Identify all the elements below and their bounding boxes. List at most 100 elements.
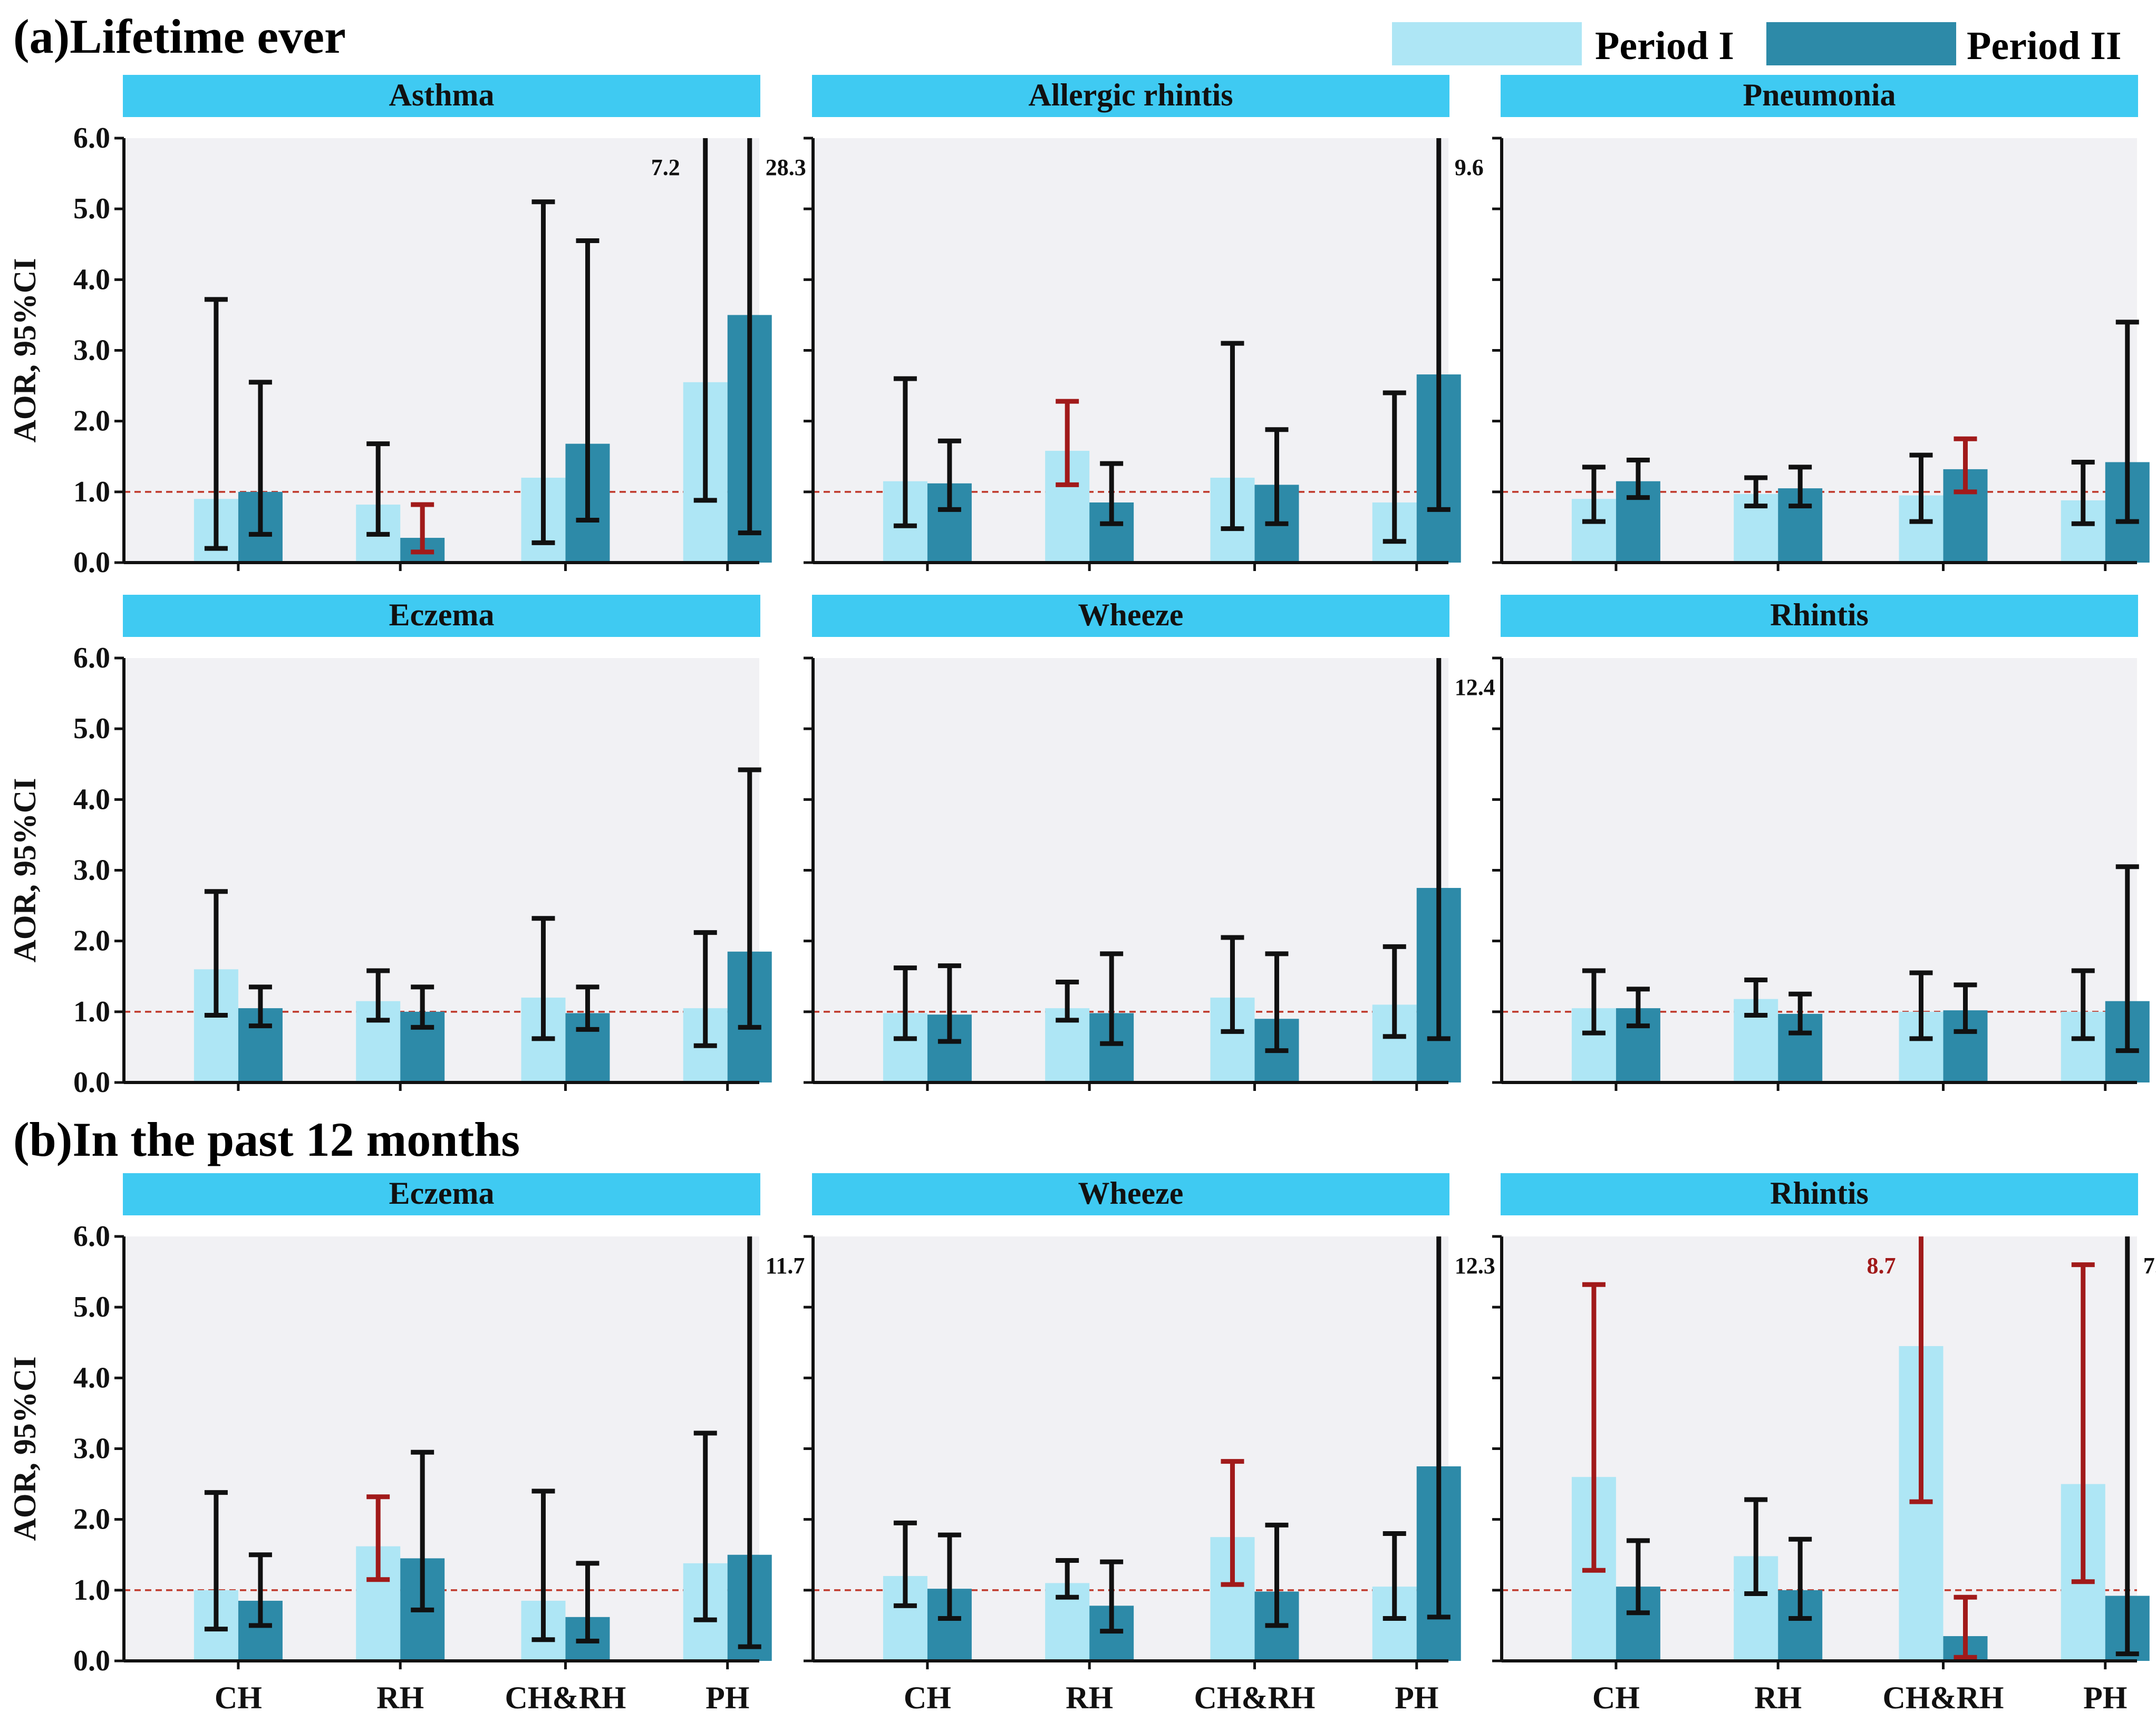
panel-header <box>1501 75 2138 117</box>
ci-upper-label: 12.4 <box>1455 674 1495 700</box>
error-bar-period-i-ph <box>693 930 717 1048</box>
panel-header <box>1501 595 2138 637</box>
error-bar-period-i-ph <box>1382 944 1406 1039</box>
y-tick-label: 6.0 <box>73 122 110 154</box>
x-tick-label: CH <box>215 1680 262 1715</box>
y-tick-label: 3.0 <box>73 854 110 887</box>
error-bar-period-i-ch <box>893 965 917 1041</box>
error-bar-period-i-rh <box>1744 475 1768 509</box>
panel-wheeze-b: Wheeze CH RH CH&RH 12.3 PH <box>804 1173 1495 1715</box>
panel-title: Allergic rhintis <box>1028 78 1233 112</box>
x-tick-label: CH&RH <box>1194 1680 1315 1715</box>
error-bar-period-ii-ch <box>248 380 272 537</box>
panel-title: Wheeze <box>1078 597 1184 632</box>
ci-upper-label: 9.6 <box>1455 154 1484 180</box>
y-tick-label: 5.0 <box>73 712 110 745</box>
error-bar-period-i-rh <box>366 968 390 1023</box>
error-bar-period-i-ph <box>2071 459 2095 526</box>
legend-swatch-period-2 <box>1766 22 1956 65</box>
y-axis-label: AOR, 95%CI <box>7 258 42 442</box>
x-tick-label: RH <box>376 1680 424 1715</box>
x-tick-label: CH&RH <box>1882 1680 2004 1715</box>
y-tick-label: 4.0 <box>73 783 110 816</box>
error-bar-period-i-ch-and-rh <box>531 916 555 1041</box>
panel-title: Wheeze <box>1078 1176 1184 1211</box>
error-bar-period-i-ph <box>693 1430 717 1622</box>
legend-label-period-1: Period I <box>1595 24 1734 68</box>
error-bar-period-ii-rh <box>411 1449 434 1612</box>
panel-header <box>812 1173 1449 1215</box>
error-bar-period-i-ch-and-rh <box>1909 970 1933 1041</box>
error-bar-period-ii-ch <box>937 963 961 1044</box>
panel-header <box>812 595 1449 637</box>
y-tick-label: 2.0 <box>73 1503 110 1536</box>
error-bar-period-ii-ph <box>2115 864 2139 1053</box>
ci-upper-label: 7.0 <box>2143 1253 2156 1279</box>
error-bar-period-ii-ch <box>1626 457 1650 500</box>
legend-swatch-period-1 <box>1392 22 1582 65</box>
error-bar-period-ii-ch <box>1626 1538 1650 1616</box>
error-bar-period-ii-ph <box>1427 138 1451 512</box>
y-tick-label: 4.0 <box>73 263 110 296</box>
ci-upper-label: 28.3 <box>766 154 806 180</box>
panel-header <box>1501 1173 2138 1215</box>
error-bar-period-i-rh <box>1056 1558 1079 1600</box>
panel-title: Rhintis <box>1770 597 1869 632</box>
error-bar-period-i-ch-and-rh <box>531 199 555 545</box>
panel-title: Eczema <box>389 1176 495 1211</box>
error-bar-period-ii-ch-and-rh <box>1265 427 1289 526</box>
y-tick-label: 3.0 <box>73 334 110 367</box>
y-axis-label: AOR, 95%CI <box>7 778 42 962</box>
error-bar-period-ii-ch-and-rh <box>576 1561 600 1643</box>
y-tick-label: 1.0 <box>73 1574 110 1607</box>
error-bar-period-ii-rh <box>1100 461 1124 526</box>
panel-asthma-a: Asthma 0.0 1.0 2.0 3.0 4.0 5.0 6.0 AOR, 95%CI 7.2… <box>7 75 806 579</box>
y-tick-label: 0.0 <box>73 1066 110 1099</box>
error-bar-period-ii-ph <box>738 138 761 536</box>
error-bar-period-ii-rh <box>1788 991 1812 1036</box>
error-bar-period-ii-ch-and-rh <box>1954 1594 1977 1660</box>
error-bar-period-i-ch <box>1582 968 1606 1036</box>
y-tick-label: 0.0 <box>73 1645 110 1677</box>
error-bar-period-i-rh <box>1744 977 1768 1018</box>
error-bar-period-ii-ch <box>937 438 961 512</box>
error-bar-period-ii-ch-and-rh <box>576 238 600 523</box>
y-tick-label: 1.0 <box>73 995 110 1028</box>
panel-rhintis-b: Rhintis CH RH 8.7 CH&RH 7.0 PH <box>1492 1173 2156 1715</box>
error-bar-period-ii-ch-and-rh <box>1265 1522 1289 1628</box>
error-bar-period-ii-rh <box>411 502 434 555</box>
panel-header <box>123 595 760 637</box>
error-bar-period-i-ph <box>1382 390 1406 544</box>
error-bar-period-ii-ch <box>248 984 272 1029</box>
error-bar-period-ii-ch <box>937 1532 961 1621</box>
ci-upper-label: 12.3 <box>1455 1253 1495 1279</box>
error-bar-period-ii-ch-and-rh <box>1265 951 1289 1053</box>
error-bar-period-i-rh <box>1056 399 1079 487</box>
error-bar-period-ii-ph <box>2115 320 2139 524</box>
panel-title: Pneumonia <box>1743 78 1896 112</box>
legend-label-period-2: Period II <box>1967 24 2121 68</box>
panel-wheeze-a: Wheeze 12.4 <box>804 595 1495 1091</box>
error-bar-period-i-ch-and-rh <box>1909 452 1933 524</box>
y-tick-label: 4.0 <box>73 1361 110 1394</box>
ci-upper-label: 11.7 <box>766 1253 805 1279</box>
error-bar-period-i-ph <box>693 138 717 503</box>
y-tick-label: 5.0 <box>73 1291 110 1323</box>
x-tick-label: PH <box>1395 1680 1438 1715</box>
error-bar-period-i-ch <box>204 889 228 1018</box>
ci-upper-label: 8.7 <box>1867 1253 1896 1279</box>
panel-header <box>812 75 1449 117</box>
error-bar-period-i-ch <box>1582 465 1606 524</box>
error-bar-period-i-ch <box>204 297 228 551</box>
panel-header <box>123 1173 760 1215</box>
error-bar-period-ii-rh <box>1788 465 1812 509</box>
error-bar-period-ii-ch <box>1626 987 1650 1029</box>
error-bar-period-i-ch <box>204 1490 228 1632</box>
error-bar-period-ii-ch-and-rh <box>1954 982 1977 1034</box>
x-tick-label: CH <box>904 1680 951 1715</box>
y-tick-label: 1.0 <box>73 476 110 508</box>
panel-title: Rhintis <box>1770 1176 1869 1211</box>
error-bar-period-ii-ph <box>738 1236 761 1649</box>
y-tick-label: 2.0 <box>73 405 110 438</box>
